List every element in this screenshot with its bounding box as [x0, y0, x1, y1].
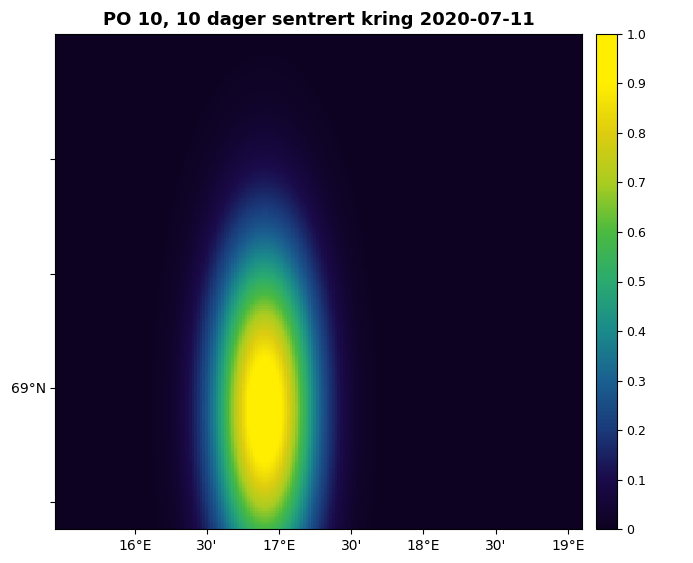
Title: PO 10, 10 dager sentrert kring 2020-07-11: PO 10, 10 dager sentrert kring 2020-07-1…	[103, 11, 535, 29]
